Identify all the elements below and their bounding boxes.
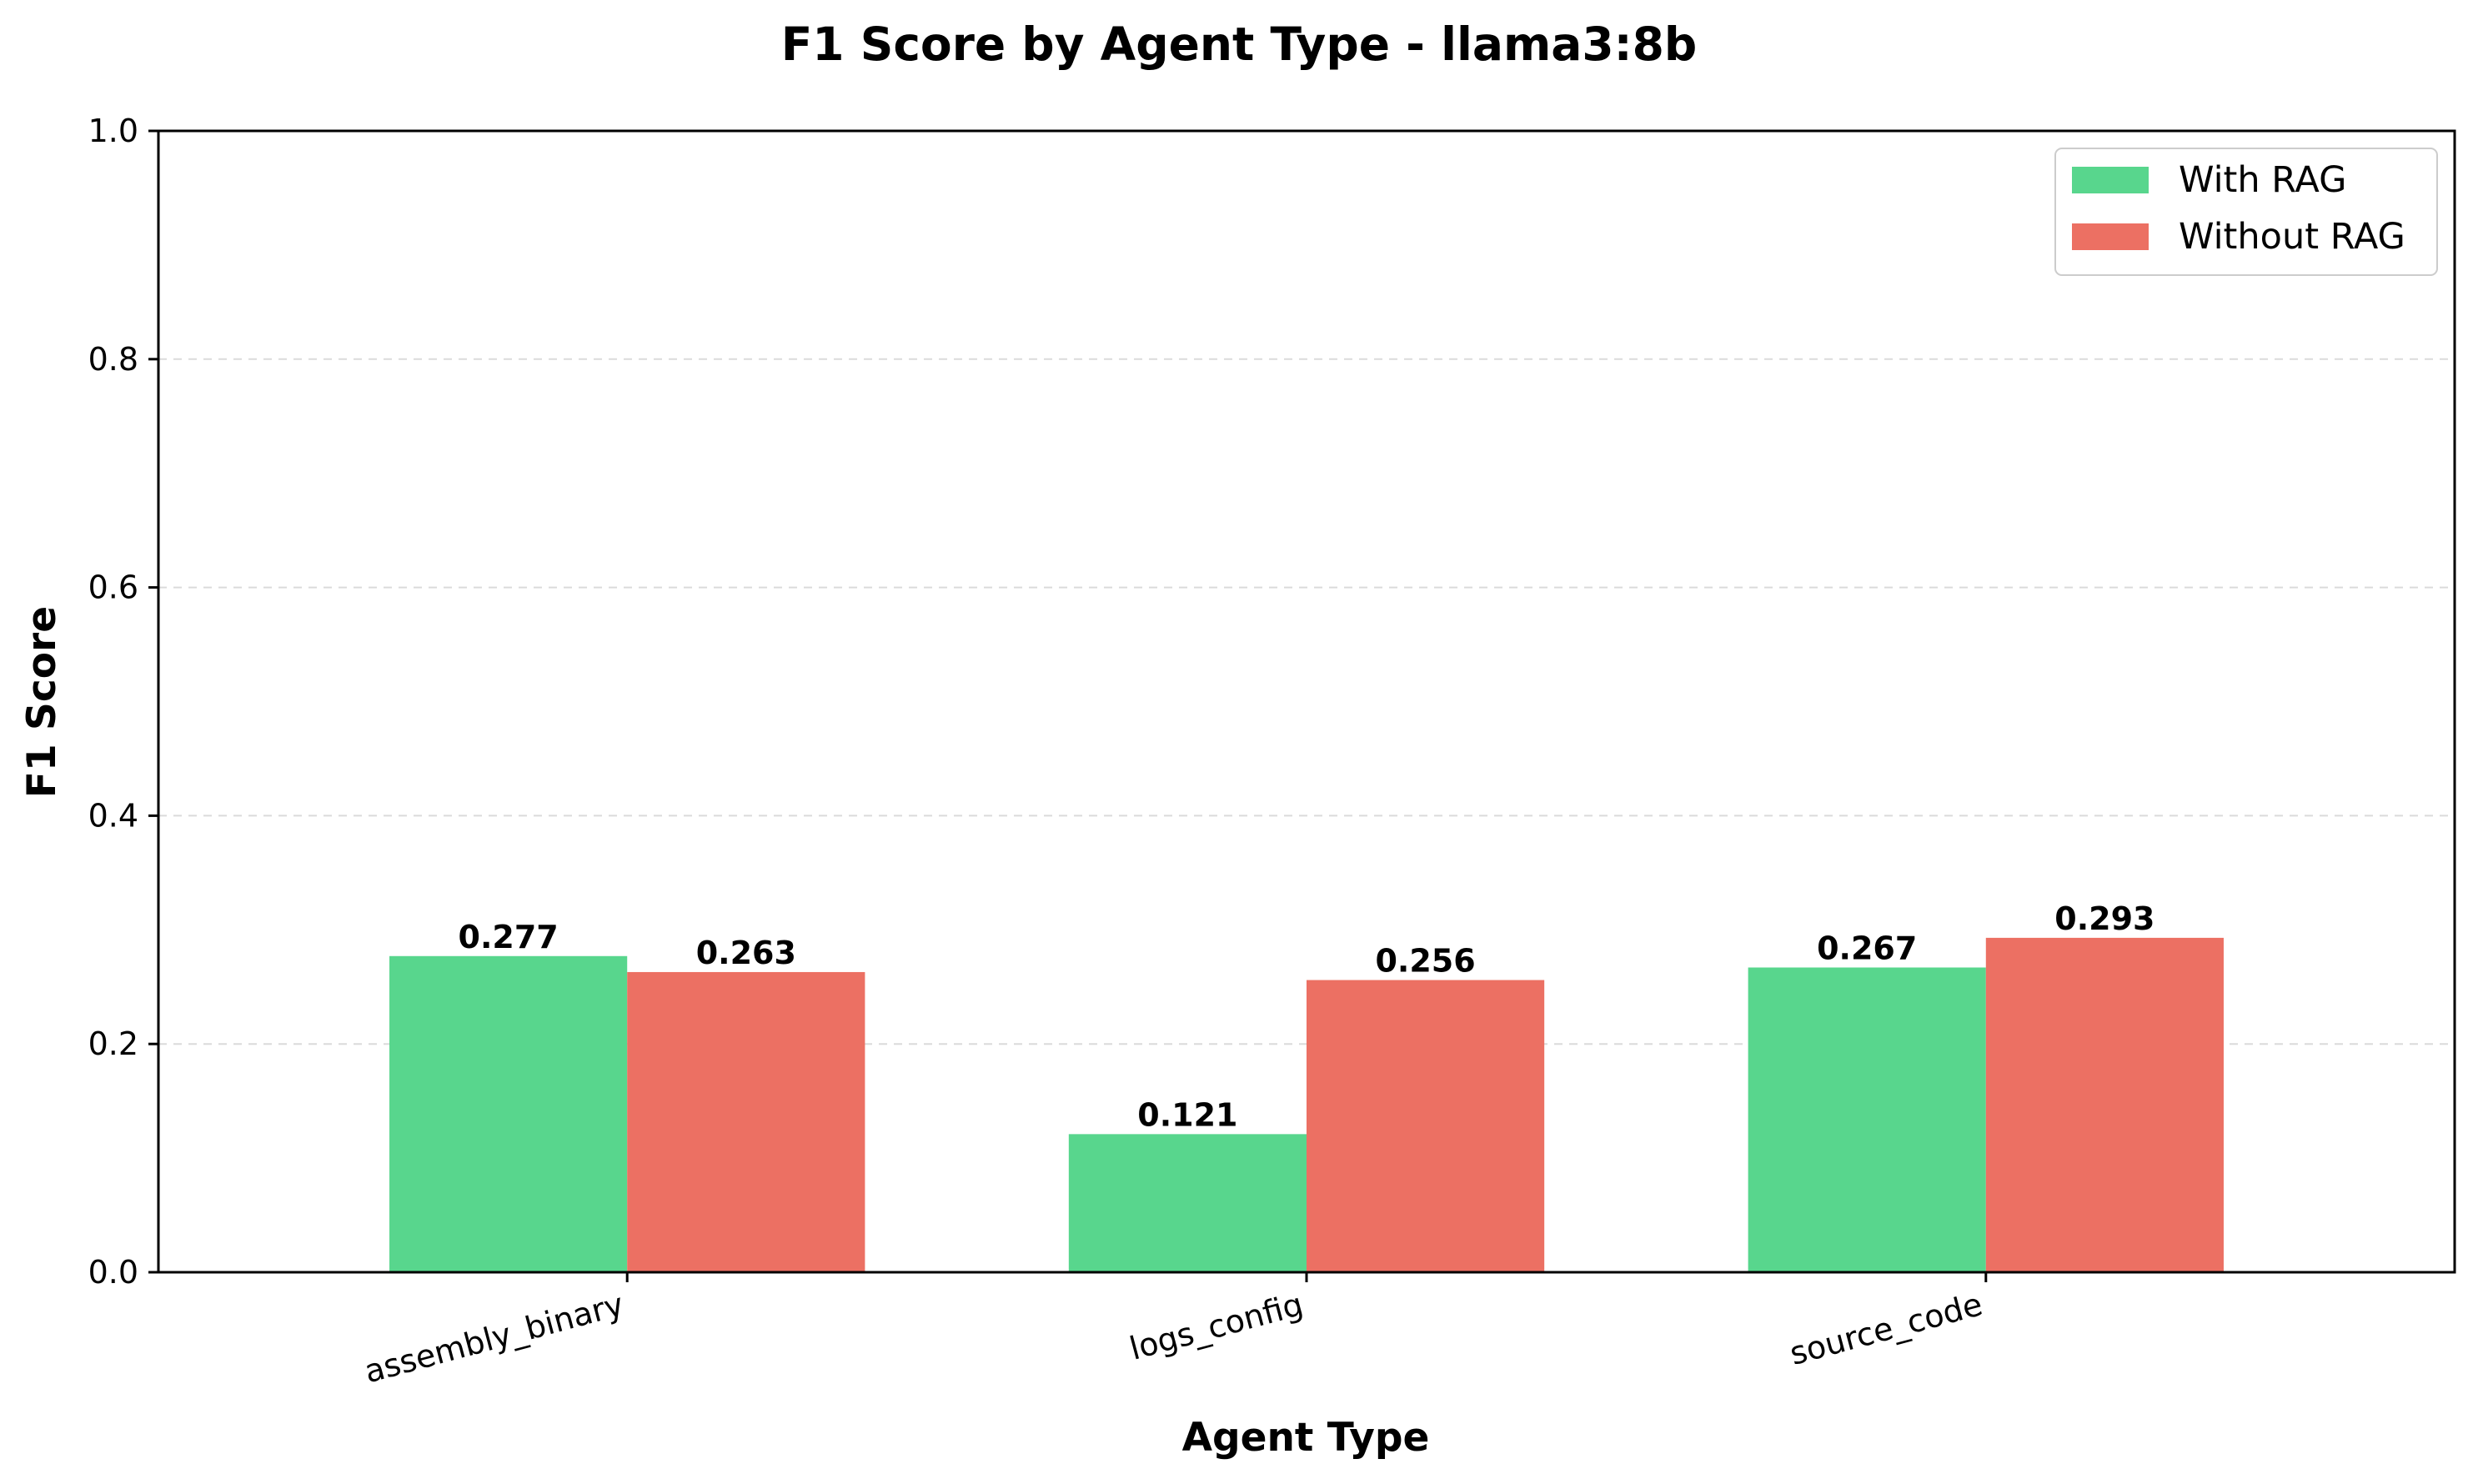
legend-box [2054, 148, 2438, 276]
legend-swatch [2072, 223, 2149, 250]
x-axis-label: Agent Type [1182, 1415, 1430, 1461]
x-tick-label: logs_config [1126, 1286, 1307, 1367]
y-tick-label: 0.0 [88, 1254, 138, 1291]
y-axis: 0.0 0.2 0.4 0.6 0.8 1.0 [88, 113, 158, 1291]
legend-swatch [2072, 167, 2149, 193]
chart-title: F1 Score by Agent Type - llama3:8b [781, 18, 1698, 71]
bar-without-rag-source_code [1985, 937, 2224, 1272]
y-tick-label: 0.6 [88, 569, 138, 606]
bar-value-label: 0.121 [1137, 1096, 1237, 1133]
bar-with-rag-logs_config [1068, 1134, 1307, 1272]
x-axis: assembly_binary logs_config source_code [360, 1272, 1988, 1390]
y-tick-label: 0.8 [88, 341, 138, 378]
y-axis-label: F1 Score [19, 606, 65, 798]
bar-without-rag-assembly_binary [627, 971, 865, 1272]
bar-value-label: 0.277 [459, 919, 559, 955]
bar-without-rag-logs_config [1307, 980, 1545, 1272]
x-tick-label: assembly_binary [360, 1286, 627, 1390]
y-tick-label: 1.0 [88, 113, 138, 149]
bar-value-label: 0.267 [1817, 930, 1917, 966]
y-tick-label: 0.2 [88, 1025, 138, 1062]
y-tick-label: 0.4 [88, 797, 138, 834]
bar-with-rag-assembly_binary [389, 955, 628, 1272]
legend-label: With RAG [2179, 159, 2346, 201]
bar-with-rag-source_code [1748, 967, 1986, 1272]
bar-value-label: 0.293 [2054, 900, 2154, 937]
bar-value-label: 0.256 [1375, 943, 1475, 980]
legend-label: Without RAG [2179, 216, 2405, 258]
bar-labels-layer: 0.277 0.121 0.267 0.263 0.256 0.293 [459, 900, 2155, 1133]
bars-layer [389, 937, 2224, 1272]
legend: With RAG Without RAG [2054, 148, 2438, 276]
bar-value-label: 0.263 [696, 935, 796, 971]
x-tick-label: source_code [1786, 1286, 1986, 1372]
